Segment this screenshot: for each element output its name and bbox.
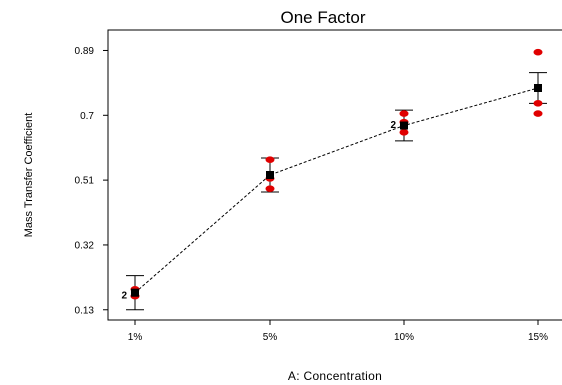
prediction-line bbox=[134, 87, 539, 294]
predicted-mean-point bbox=[266, 171, 274, 179]
predicted-mean-point bbox=[534, 84, 542, 92]
x-tick-label: 1% bbox=[128, 332, 143, 343]
x-axis-label: A: Concentration bbox=[288, 369, 382, 383]
replicate-count-label: 2 bbox=[121, 290, 127, 301]
observation-point bbox=[265, 185, 275, 192]
observation-point bbox=[399, 129, 409, 136]
x-tick-label: 15% bbox=[528, 332, 548, 343]
replicate-count-label: 2 bbox=[390, 120, 396, 131]
y-tick-label: 0.13 bbox=[75, 305, 95, 316]
chart-title: One Factor bbox=[280, 8, 365, 27]
predicted-mean-point bbox=[400, 121, 408, 130]
observation-point bbox=[399, 110, 409, 117]
predicted-mean-point bbox=[131, 288, 139, 297]
y-tick-label: 0.51 bbox=[75, 176, 95, 187]
plot-frame bbox=[107, 29, 562, 321]
observation-point bbox=[533, 110, 543, 117]
y-axis: 0.13 0.32 0.51 0.7 0.89 bbox=[75, 46, 108, 316]
observation-point bbox=[265, 156, 275, 163]
observation-point bbox=[533, 100, 543, 107]
x-tick-label: 10% bbox=[394, 332, 414, 343]
y-axis-label: Mass Transfer Coefficient bbox=[23, 113, 35, 238]
y-tick-label: 0.89 bbox=[75, 46, 95, 57]
y-tick-label: 0.7 bbox=[80, 111, 94, 122]
y-tick-label: 0.32 bbox=[75, 240, 95, 251]
data-series: 22 bbox=[121, 48, 547, 311]
x-axis: 1% 5% 10% 15% bbox=[128, 320, 548, 343]
observation-point bbox=[533, 48, 543, 56]
x-tick-label: 5% bbox=[263, 332, 278, 343]
